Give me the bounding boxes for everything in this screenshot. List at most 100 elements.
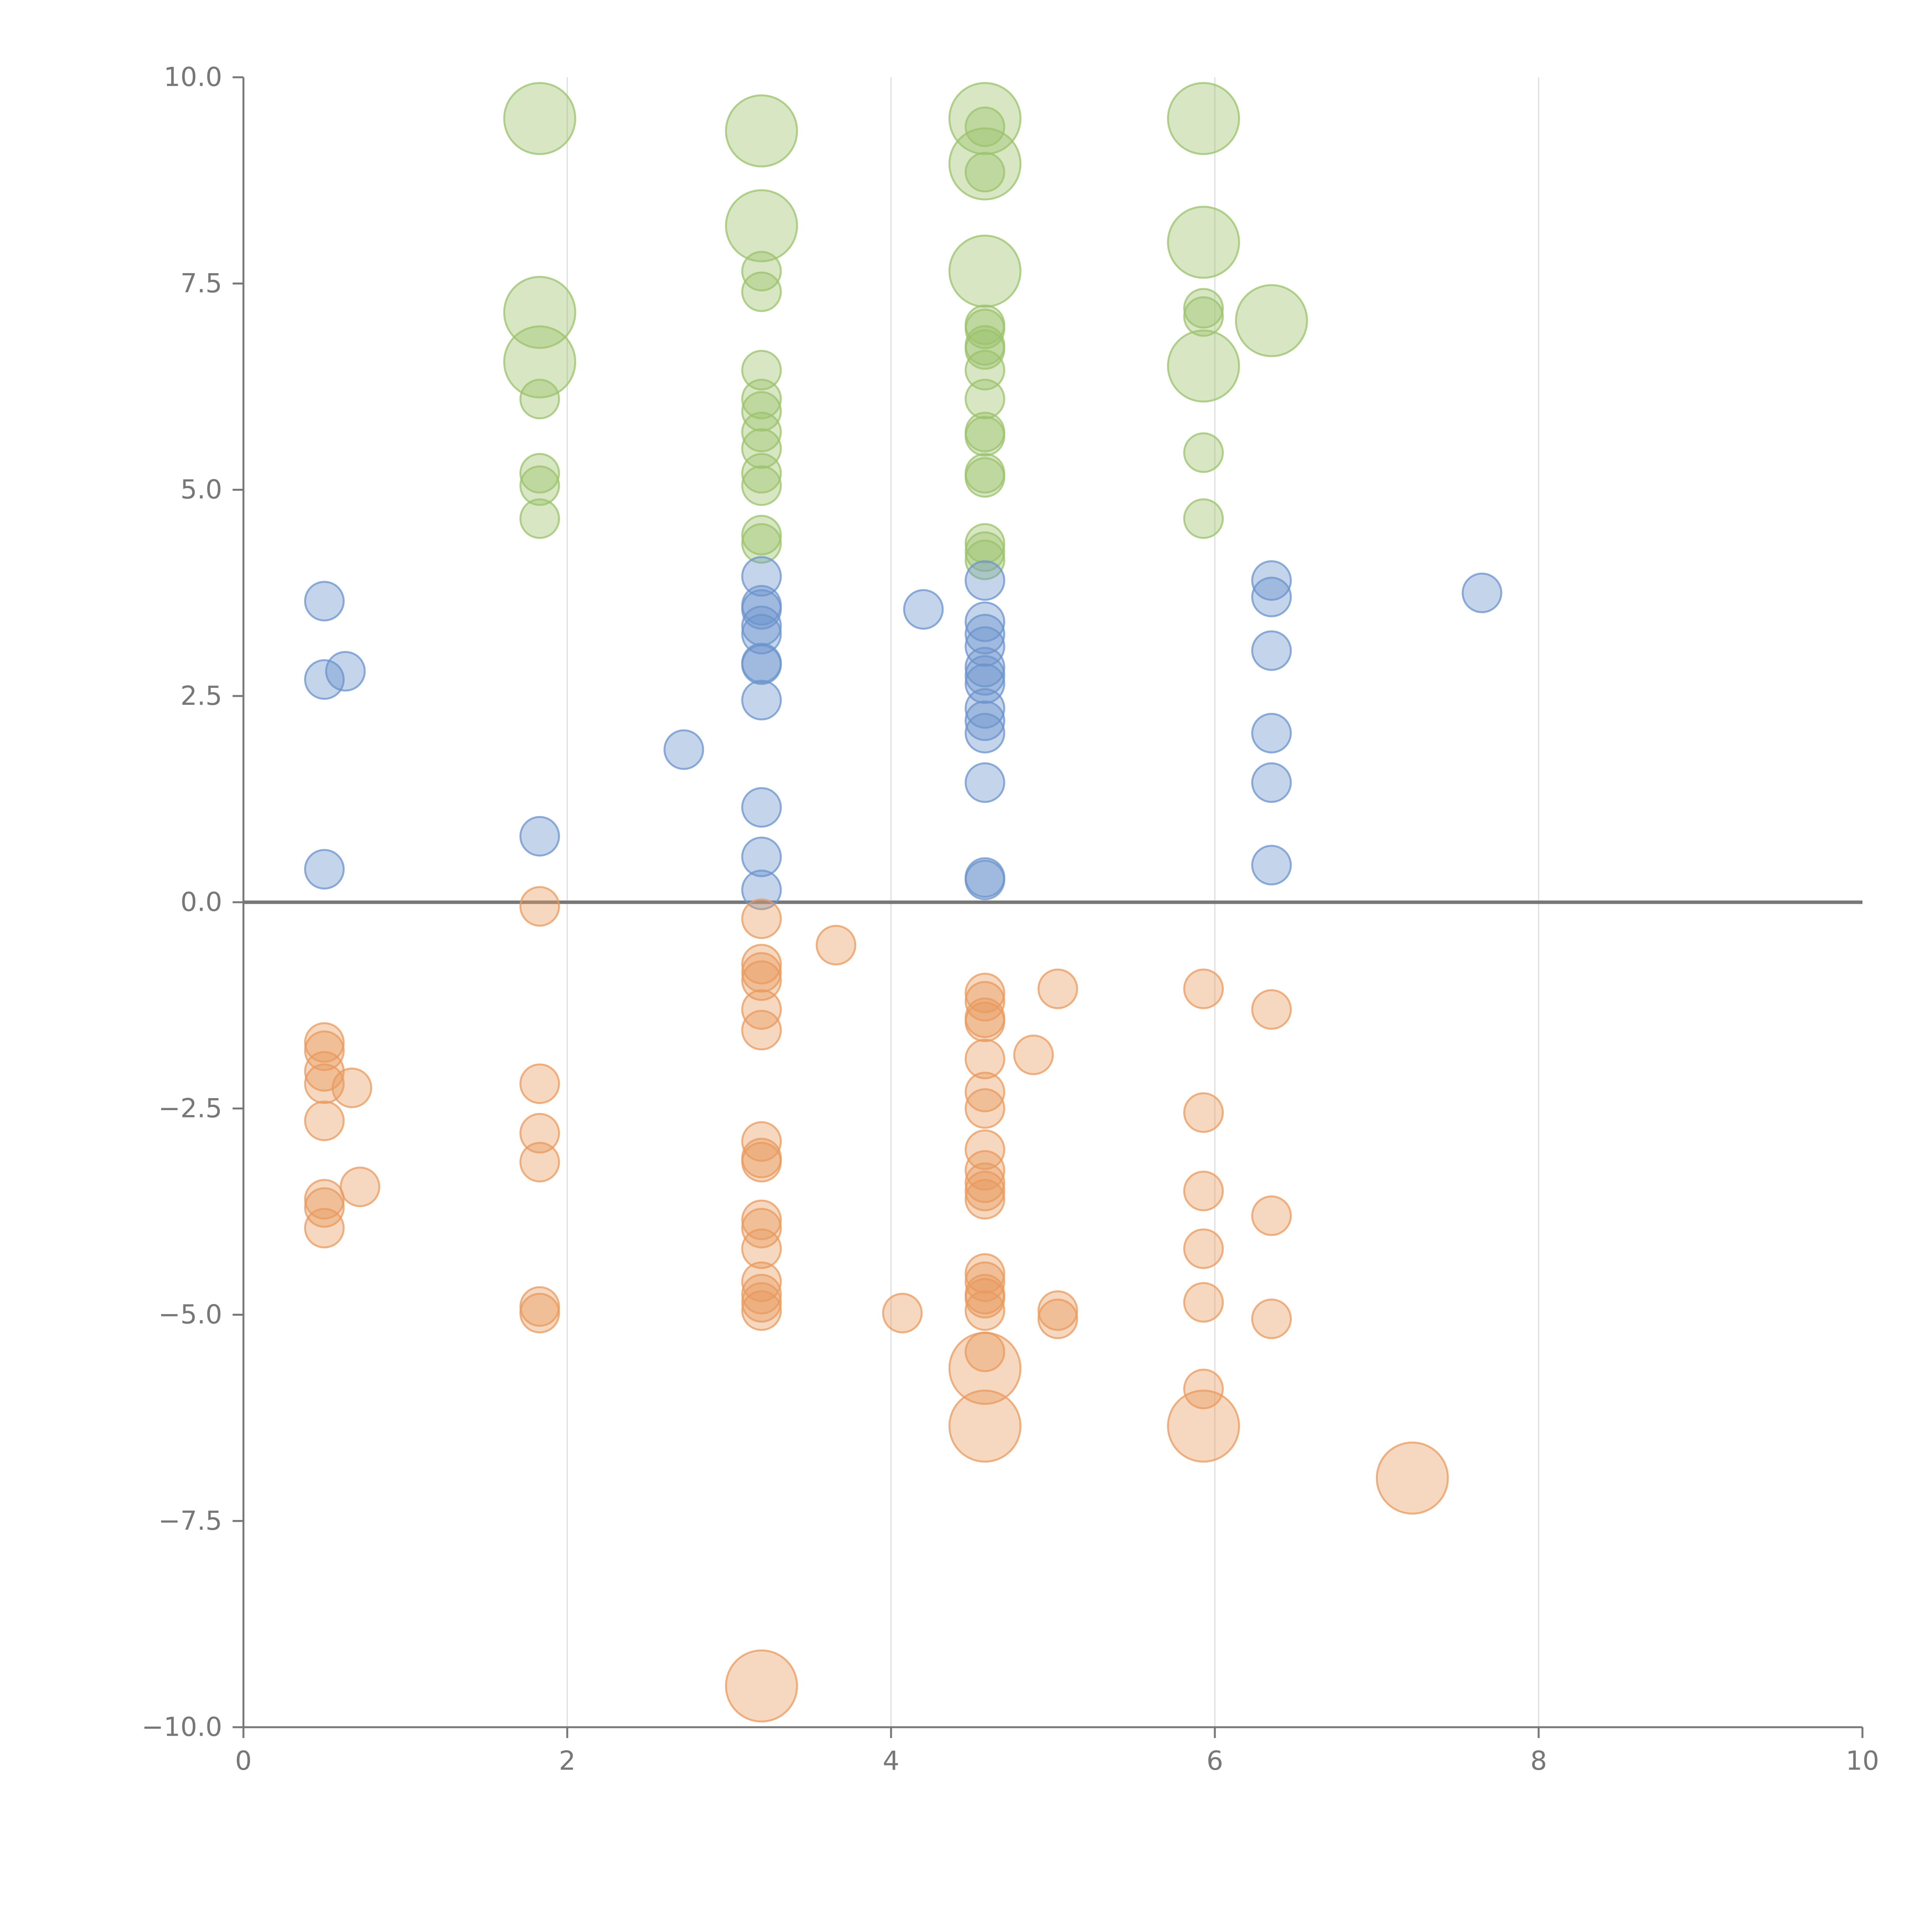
- point-blue-31: [1251, 560, 1292, 601]
- point-orange-67: [1251, 1195, 1292, 1236]
- point-green-14: [741, 412, 782, 452]
- x-tick-label-4: 8: [1530, 1746, 1547, 1776]
- point-green-32: [964, 416, 1005, 457]
- point-orange-4: [332, 1067, 372, 1108]
- y-tick-label-8: −10.0: [142, 1712, 222, 1743]
- point-orange-41: [964, 1088, 1005, 1129]
- point-orange-7: [304, 1187, 345, 1228]
- point-orange-51: [964, 1290, 1005, 1331]
- point-orange-19: [741, 960, 782, 1001]
- point-orange-27: [741, 1228, 782, 1269]
- point-green-37: [964, 539, 1005, 580]
- point-blue-14: [741, 787, 782, 828]
- point-blue-24: [964, 663, 1005, 704]
- point-orange-32: [725, 1649, 798, 1723]
- point-orange-39: [964, 1039, 1005, 1080]
- point-blue-18: [964, 560, 1005, 601]
- point-orange-5: [304, 1100, 345, 1141]
- x-tick-label-0: 0: [235, 1746, 252, 1776]
- point-green-3: [519, 379, 560, 420]
- point-green-40: [1183, 288, 1224, 329]
- x-tick-label-5: 10: [1846, 1746, 1879, 1776]
- point-blue-36: [1251, 845, 1292, 886]
- point-orange-21: [741, 1010, 782, 1051]
- point-green-13: [741, 391, 782, 432]
- point-orange-34: [882, 1293, 923, 1333]
- point-green-2: [503, 325, 577, 399]
- point-orange-8: [340, 1167, 381, 1208]
- point-blue-26: [964, 700, 1005, 741]
- point-blue-30: [964, 859, 1005, 900]
- point-orange-59: [1183, 968, 1224, 1009]
- point-blue-32: [1251, 577, 1292, 617]
- point-green-5: [519, 465, 560, 506]
- point-orange-0: [304, 1022, 345, 1063]
- point-green-36: [964, 531, 1005, 572]
- point-green-19: [741, 523, 782, 564]
- point-orange-61: [1183, 1170, 1224, 1211]
- point-orange-50: [964, 1278, 1005, 1319]
- point-blue-22: [964, 647, 1005, 688]
- point-orange-18: [741, 952, 782, 993]
- point-blue-25: [964, 688, 1005, 729]
- point-green-34: [964, 457, 1005, 498]
- point-orange-66: [1251, 989, 1292, 1030]
- point-orange-60: [1183, 1092, 1224, 1133]
- series-green: [503, 82, 1308, 580]
- point-green-24: [948, 235, 1022, 308]
- bubble-layer: [304, 82, 1502, 1723]
- point-green-41: [1183, 296, 1224, 337]
- point-green-23: [964, 152, 1005, 193]
- point-orange-65: [1167, 1389, 1240, 1463]
- point-blue-27: [964, 713, 1005, 753]
- point-orange-43: [964, 1150, 1005, 1191]
- point-orange-42: [964, 1129, 1005, 1170]
- point-orange-31: [741, 1290, 782, 1331]
- point-blue-37: [1461, 572, 1502, 613]
- point-green-21: [964, 106, 1005, 147]
- x-tick-label-3: 6: [1206, 1746, 1223, 1776]
- point-orange-56: [1037, 968, 1078, 1009]
- point-blue-13: [741, 680, 782, 721]
- point-blue-8: [741, 589, 782, 630]
- point-blue-19: [964, 601, 1005, 642]
- point-green-7: [725, 94, 798, 168]
- point-orange-54: [948, 1389, 1022, 1463]
- point-blue-12: [741, 644, 782, 685]
- point-orange-44: [964, 1162, 1005, 1203]
- point-blue-15: [741, 837, 782, 878]
- point-green-43: [1183, 432, 1224, 473]
- point-orange-69: [1376, 1441, 1449, 1515]
- point-green-28: [964, 329, 1005, 370]
- point-orange-48: [964, 1261, 1005, 1302]
- point-blue-34: [1251, 713, 1292, 753]
- point-orange-24: [741, 1142, 782, 1183]
- point-green-10: [741, 271, 782, 312]
- point-orange-62: [1183, 1228, 1224, 1269]
- point-green-15: [741, 428, 782, 469]
- x-tick-label-2: 4: [883, 1746, 899, 1776]
- point-orange-47: [964, 1253, 1005, 1294]
- y-tick-label-3: 2.5: [180, 681, 222, 711]
- point-blue-28: [964, 762, 1005, 803]
- point-orange-68: [1251, 1298, 1292, 1339]
- point-green-45: [1235, 284, 1308, 357]
- axis-layer: 10.0 7.5 5.0 2.5 0.0 −2.5 −5.0 −7.5 −10.0 0 2 4 6 8 10: [142, 62, 1879, 1777]
- point-green-17: [741, 465, 782, 506]
- point-orange-17: [741, 944, 782, 985]
- series-orange: [304, 886, 1449, 1723]
- point-orange-38: [964, 1002, 1005, 1043]
- point-orange-1: [304, 1030, 345, 1071]
- point-green-44: [1183, 498, 1224, 539]
- point-orange-26: [741, 1208, 782, 1248]
- point-orange-55: [1013, 1034, 1054, 1075]
- y-tick-label-7: −7.5: [158, 1506, 222, 1536]
- point-orange-45: [964, 1170, 1005, 1211]
- point-orange-10: [519, 886, 560, 927]
- point-green-38: [1167, 82, 1240, 155]
- point-orange-57: [1037, 1290, 1078, 1331]
- point-blue-21: [964, 626, 1005, 667]
- point-orange-11: [519, 1063, 560, 1104]
- point-green-9: [741, 251, 782, 292]
